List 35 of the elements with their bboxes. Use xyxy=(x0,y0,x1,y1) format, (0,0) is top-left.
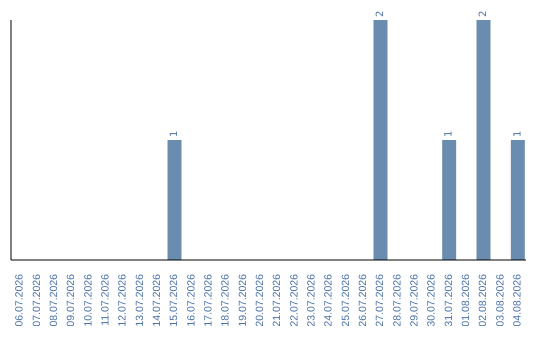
x-tick-label: 01.08.2026 xyxy=(460,274,472,327)
x-tick-label: 30.07.2026 xyxy=(426,274,438,327)
data-label: 1 xyxy=(512,130,524,137)
x-tick-label: 19.07.2026 xyxy=(236,274,249,327)
x-tick-label: 21.07.2026 xyxy=(271,274,284,327)
x-tick-label: 10.07.2026 xyxy=(82,274,94,327)
x-tick-label: 28.07.2026 xyxy=(391,274,404,327)
x-tick-label: 11.07.2026 xyxy=(99,274,112,326)
x-tick-label: 24.07.2026 xyxy=(322,274,335,327)
x-tick-label: 14.07.2026 xyxy=(150,274,163,327)
x-tick-label: 15.07.2026 xyxy=(168,274,180,327)
x-tick-label: 27.07.2026 xyxy=(374,274,386,327)
data-label: 2 xyxy=(375,10,386,17)
x-tick-label: 03.08.2026 xyxy=(494,274,506,327)
x-tick-label: 06.07.2026 xyxy=(14,274,26,327)
x-tick-label: 29.07.2026 xyxy=(408,274,420,327)
data-label: 1 xyxy=(169,130,180,137)
x-tick-label: 31.07.2026 xyxy=(442,274,455,327)
x-tick-label: 20.07.2026 xyxy=(254,274,266,327)
data-label: 1 xyxy=(444,130,455,137)
x-tick-label: 16.07.2026 xyxy=(185,274,198,327)
x-tick-label: 12.07.2026 xyxy=(116,274,129,327)
x-tick-label: 26.07.2026 xyxy=(356,274,369,327)
x-tick-label: 09.07.2026 xyxy=(65,274,78,327)
x-tick-label: 07.07.2026 xyxy=(30,274,43,327)
x-tick-label: 25.07.2026 xyxy=(340,274,352,327)
x-tick-label: 17.07.2026 xyxy=(202,274,214,327)
x-tick-label: 23.07.2026 xyxy=(305,274,318,327)
x-tick-label: 13.07.2026 xyxy=(134,274,146,327)
x-tick-label: 04.08.2026 xyxy=(511,274,524,327)
x-tick-label: 22.07.2026 xyxy=(288,274,300,327)
x-tick-label: 18.07.2026 xyxy=(220,274,232,327)
x-tick-label: 08.07.2026 xyxy=(48,274,60,327)
data-label: 2 xyxy=(478,10,489,17)
x-tick-label: 02.08.2026 xyxy=(477,274,490,327)
